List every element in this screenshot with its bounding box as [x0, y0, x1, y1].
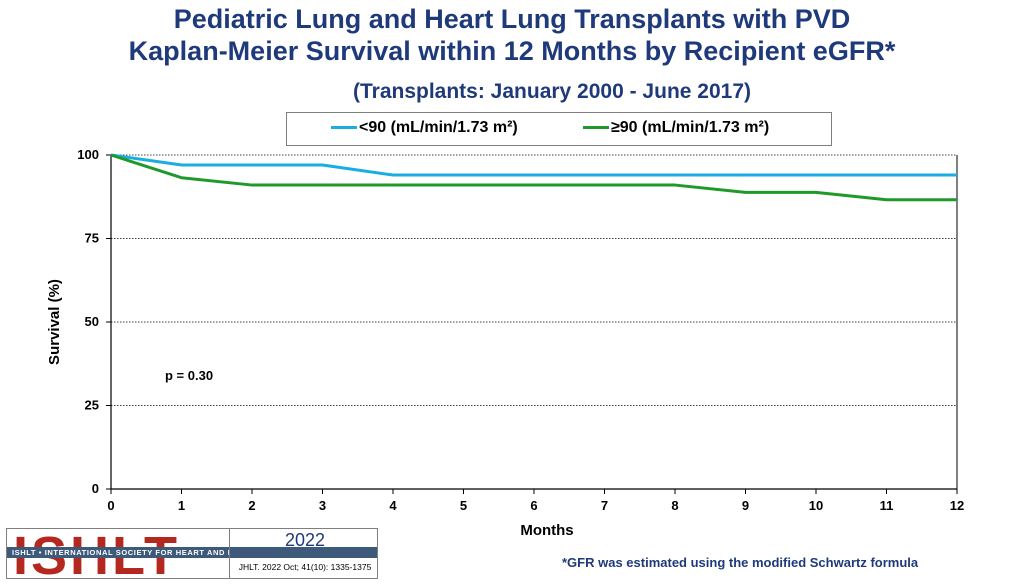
logo-box-band [230, 547, 377, 558]
x-tick-label-12: 12 [950, 498, 964, 513]
legend-label-ge90: ≥90 (mL/min/1.73 m²) [611, 119, 770, 136]
p-value-annotation: p = 0.30 [165, 368, 213, 383]
chart-subtitle: (Transplants: January 2000 - June 2017) [352, 80, 751, 103]
legend-swatch-lt90 [331, 126, 357, 130]
y-axis-title: Survival (%) [46, 279, 63, 365]
x-tick-label-9: 9 [742, 498, 749, 513]
y-tick-label-75: 75 [85, 231, 99, 246]
y-tick-label-25: 25 [85, 398, 99, 413]
x-tick-label-8: 8 [671, 498, 678, 513]
logo-citation: JHLT. 2022 Oct; 41(10): 1335-1375 [238, 562, 372, 572]
x-tick-label-10: 10 [809, 498, 823, 513]
legend-label-lt90: <90 (mL/min/1.73 m²) [359, 119, 518, 136]
logo-citation-box: 2022 JHLT. 2022 Oct; 41(10): 1335-1375 [229, 529, 377, 578]
legend-swatch-ge90 [583, 126, 609, 130]
footnote: *GFR was estimated using the modified Sc… [562, 555, 919, 570]
logo-band: ISHLT • INTERNATIONAL SOCIETY FOR HEART … [7, 547, 377, 558]
x-tick-label-0: 0 [107, 498, 114, 513]
chart-title-line1: Pediatric Lung and Heart Lung Transplant… [173, 4, 851, 34]
x-tick-label-6: 6 [530, 498, 537, 513]
logo-year: 2022 [284, 530, 326, 550]
legend-item-lt90: <90 (mL/min/1.73 m²) [331, 119, 518, 137]
x-tick-label-1: 1 [178, 498, 185, 513]
chart-title-line2: Kaplan-Meier Survival within 12 Months b… [128, 36, 896, 66]
series-line-1 [110, 153, 957, 202]
series-line-0 [110, 153, 957, 177]
x-tick-label-4: 4 [389, 498, 397, 513]
ishlt-logo: ISHLT ISHLT • INTERNATIONAL SOCIETY FOR … [6, 528, 378, 579]
legend: <90 (mL/min/1.73 m²) ≥90 (mL/min/1.73 m²… [286, 112, 832, 146]
legend-item-ge90: ≥90 (mL/min/1.73 m²) [583, 119, 769, 137]
x-tick-label-7: 7 [601, 498, 608, 513]
y-tick-label-0: 0 [92, 481, 99, 496]
y-tick-label-100: 100 [77, 147, 99, 162]
x-tick-label-2: 2 [248, 498, 255, 513]
x-tick-label-11: 11 [880, 498, 894, 513]
x-tick-label-5: 5 [460, 498, 467, 513]
y-tick-label-50: 50 [85, 314, 99, 329]
x-tick-label-3: 3 [319, 498, 326, 513]
x-axis-title: Months [520, 522, 573, 539]
